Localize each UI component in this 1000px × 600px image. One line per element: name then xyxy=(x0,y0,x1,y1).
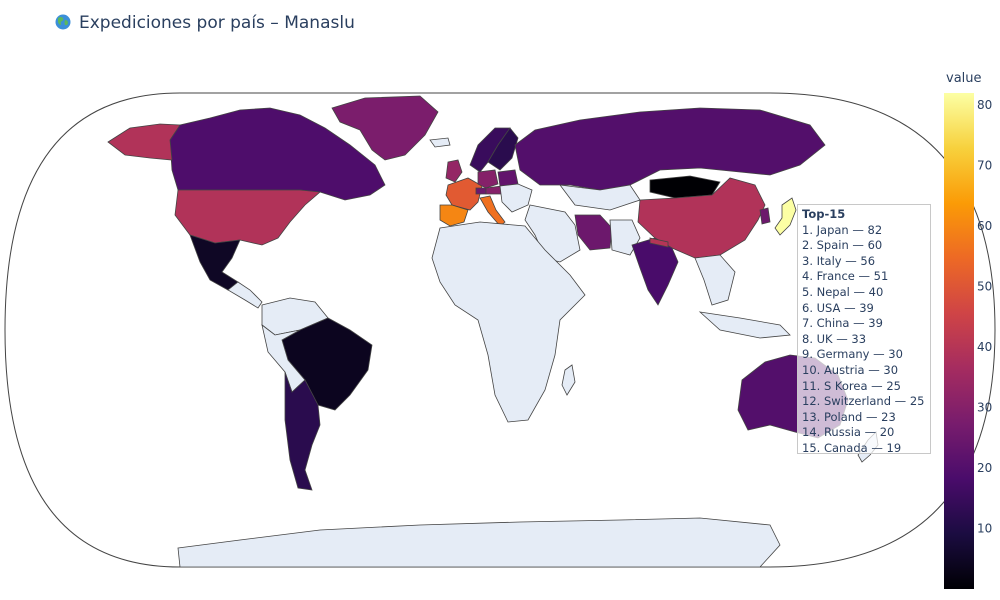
country-madagascar xyxy=(561,364,576,396)
top-15-item: 8. UK — 33 xyxy=(802,331,867,346)
country-sweden[interactable] xyxy=(487,127,519,171)
region-eastern-europe xyxy=(499,183,533,213)
colorbar-tick-label: 50 xyxy=(977,280,992,294)
colorbar-tick-label: 20 xyxy=(977,461,992,475)
country-s-korea[interactable] xyxy=(759,207,771,225)
colorbar-tick-label: 70 xyxy=(977,159,992,173)
country-russia[interactable] xyxy=(514,107,826,191)
top-15-item: 10. Austria — 30 xyxy=(802,362,899,377)
region-southeast-asia xyxy=(694,254,736,306)
colorbar-tick-label: 60 xyxy=(977,219,992,233)
top-15-item: 13. Poland — 23 xyxy=(802,409,896,424)
country-argentina[interactable] xyxy=(284,371,321,491)
chart-title-text: Expediciones por país – Manaslu xyxy=(79,13,355,33)
chart-title: Expediciones por país – Manaslu xyxy=(55,13,355,33)
country-usa-alaska[interactable] xyxy=(107,123,181,161)
top-15-annotation: Top-15 1. Japan — 82 2. Spain — 60 3. Ital… xyxy=(797,204,931,455)
top-15-item: 14. Russia — 20 xyxy=(802,425,895,440)
country-france[interactable] xyxy=(445,177,483,211)
country-iran[interactable] xyxy=(574,214,613,251)
region-middle-east xyxy=(524,204,581,263)
country-nepal[interactable] xyxy=(649,237,669,248)
colorbar-title: value xyxy=(946,71,982,86)
colorbar-tick-label: 30 xyxy=(977,401,992,415)
region-africa xyxy=(431,221,586,423)
top-15-item: 12. Switzerland — 25 xyxy=(802,394,925,409)
colorbar-tick-label: 40 xyxy=(977,340,992,354)
globe-icon xyxy=(55,14,71,30)
colorbar-tick-label: 80 xyxy=(977,98,992,112)
region-antarctica xyxy=(177,517,781,567)
top-15-item: 7. China — 39 xyxy=(802,316,883,331)
country-greenland[interactable] xyxy=(331,95,439,161)
top-15-item: 5. Nepal — 40 xyxy=(802,284,884,299)
top-15-item: 9. Germany — 30 xyxy=(802,347,903,362)
country-iceland xyxy=(429,137,451,148)
country-switzerland[interactable] xyxy=(475,187,487,195)
region-peru-bolivia xyxy=(261,324,306,393)
country-poland[interactable] xyxy=(497,169,519,187)
country-italy[interactable] xyxy=(479,195,506,227)
colorbar: 10 20 30 40 50 60 70 80 xyxy=(944,93,992,589)
colorbar-tick-label: 10 xyxy=(977,522,992,536)
top-15-item: 3. Italy — 56 xyxy=(802,253,876,268)
country-mexico[interactable] xyxy=(189,234,241,291)
region-central-america xyxy=(227,281,263,309)
top-15-item: 15. Canada — 19 xyxy=(802,440,902,455)
top-15-item: 2. Spain — 60 xyxy=(802,238,883,253)
top-15-item: 11. S Korea — 25 xyxy=(802,378,901,393)
top-15-item: 6. USA — 39 xyxy=(802,300,874,315)
country-japan[interactable] xyxy=(774,197,797,236)
country-uk[interactable] xyxy=(445,159,463,183)
region-indonesia xyxy=(698,311,791,339)
top-15-item: 1. Japan — 82 xyxy=(802,222,883,237)
country-spain[interactable] xyxy=(439,204,469,227)
country-usa[interactable] xyxy=(174,189,321,246)
country-germany[interactable] xyxy=(477,169,499,189)
top-15-item: 4. France — 51 xyxy=(802,269,889,284)
top-15-header: Top-15 xyxy=(802,207,846,221)
